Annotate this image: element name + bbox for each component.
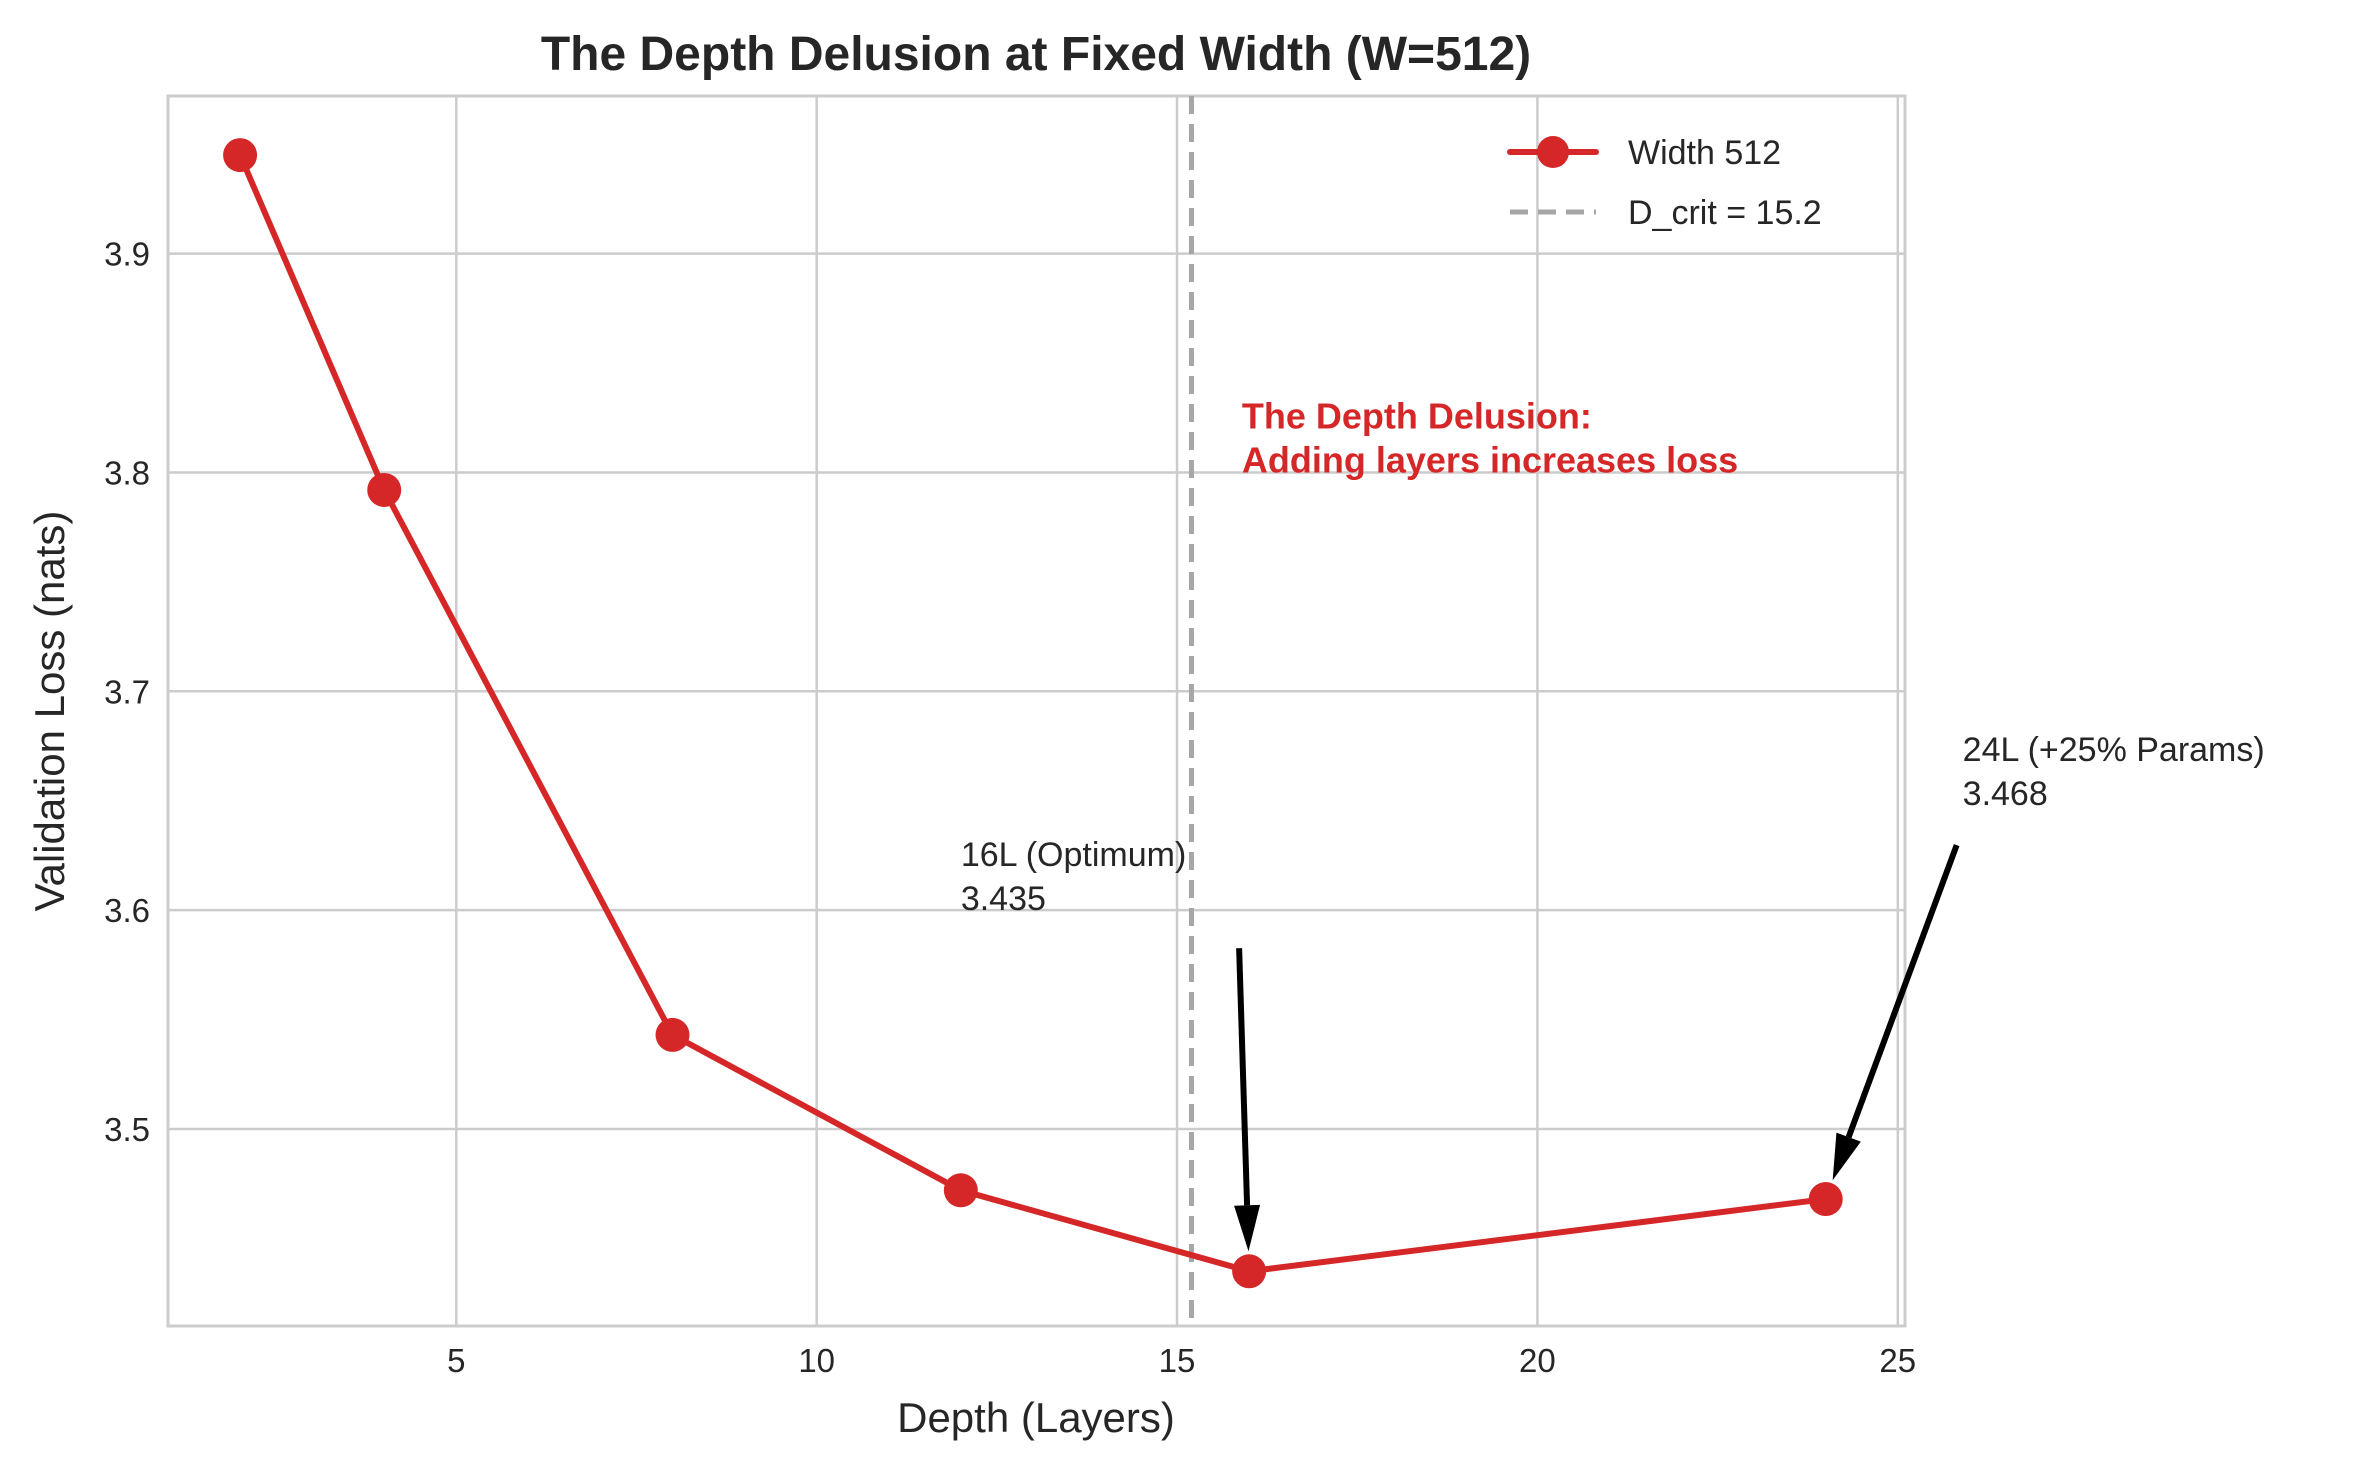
- annotation-text: 3.435: [961, 880, 1046, 918]
- plot-frame: [166, 94, 1907, 1328]
- annotation-text: 24L (+25% Params): [1963, 731, 2265, 769]
- data-point: [943, 1173, 978, 1208]
- annotation-arrow-shaft: [1845, 844, 1960, 1139]
- x-tick-label: 20: [1519, 1342, 1556, 1379]
- data-point: [1808, 1182, 1843, 1217]
- annotation-text: 3.468: [1963, 775, 2048, 813]
- data-point: [223, 138, 258, 173]
- annotation-arrow-head: [1234, 1204, 1261, 1252]
- y-axis-label: Validation Loss (nats): [26, 511, 73, 912]
- data-point: [655, 1017, 690, 1052]
- x-tick-label: 10: [798, 1342, 835, 1379]
- y-tick-label: 3.7: [104, 673, 150, 710]
- callout-text: Adding layers increases loss: [1242, 439, 1738, 480]
- data-point: [1232, 1254, 1267, 1289]
- annotations: 16L (Optimum) 3.435 24L (+25% Params) 3.468…: [961, 395, 2265, 1252]
- x-tick-label: 15: [1159, 1342, 1196, 1379]
- legend-reference-label: D_crit = 15.2: [1628, 194, 1822, 232]
- annotation-text: 16L (Optimum): [961, 836, 1186, 874]
- x-tick-label: 25: [1879, 1342, 1916, 1379]
- y-tick-label: 3.5: [104, 1111, 150, 1148]
- x-tick-label: 5: [447, 1342, 465, 1379]
- legend-series-label: Width 512: [1628, 134, 1781, 172]
- chart-title: The Depth Delusion at Fixed Width (W=512…: [541, 28, 1531, 81]
- annotation-arrow-head: [1832, 1132, 1861, 1181]
- x-axis-label: Depth (Layers): [897, 1394, 1175, 1441]
- callout-text: The Depth Delusion:: [1242, 395, 1592, 436]
- data-point: [367, 472, 402, 507]
- legend: Width 512 D_crit = 15.2: [1507, 134, 1822, 232]
- tick-labels: 5 10 15 20 25 3.5 3.6 3.7 3.8 3.9: [104, 236, 1916, 1379]
- annotation: 24L (+25% Params) 3.468: [1832, 731, 2265, 1181]
- series-line: [237, 153, 1827, 1275]
- annotation-arrow-shaft: [1236, 948, 1251, 1206]
- y-tick-label: 3.8: [104, 454, 150, 491]
- y-tick-label: 3.6: [104, 892, 150, 929]
- annotation: 16L (Optimum) 3.435: [961, 836, 1261, 1252]
- series-layer: [223, 138, 1843, 1289]
- grid-lines: [168, 96, 1905, 1326]
- y-tick-label: 3.9: [104, 236, 150, 273]
- legend-series-marker: [1537, 136, 1569, 168]
